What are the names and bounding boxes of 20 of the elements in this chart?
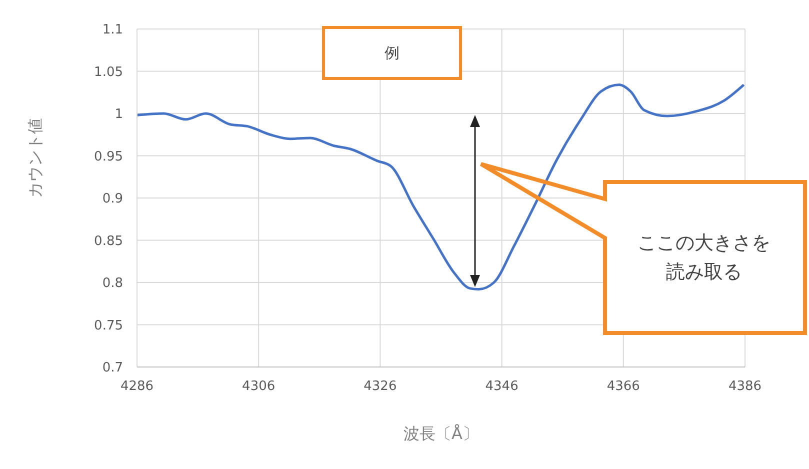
x-tick-label: 4286 (120, 379, 154, 394)
x-tick-label: 4326 (364, 379, 397, 394)
y-tick-label: 0.9 (102, 192, 123, 207)
x-axis-title: 波長〔Å〕 (404, 424, 478, 443)
y-tick-label: 1.1 (102, 22, 123, 38)
label-box: 例 (322, 26, 462, 80)
y-tick-label: 1.05 (94, 64, 123, 80)
y-tick-label: 0.75 (94, 318, 123, 334)
x-tick-label: 4346 (485, 379, 518, 394)
y-tick-label: 1 (114, 107, 123, 122)
x-tick-label: 4386 (728, 379, 762, 394)
y-axis-title: カウント値 (26, 118, 45, 198)
y-tick-label: 0.95 (94, 149, 123, 164)
annotation: ここの大きさを読み取る (603, 182, 805, 333)
y-tick-label: 0.7 (102, 360, 123, 376)
x-tick-label: 4306 (242, 379, 276, 394)
y-tick-label: 0.85 (94, 234, 123, 249)
speech-callout: ここの大きさを読み取る (478, 161, 807, 335)
y-tick-label: 0.8 (102, 276, 123, 292)
x-tick-label: 4366 (606, 379, 640, 394)
